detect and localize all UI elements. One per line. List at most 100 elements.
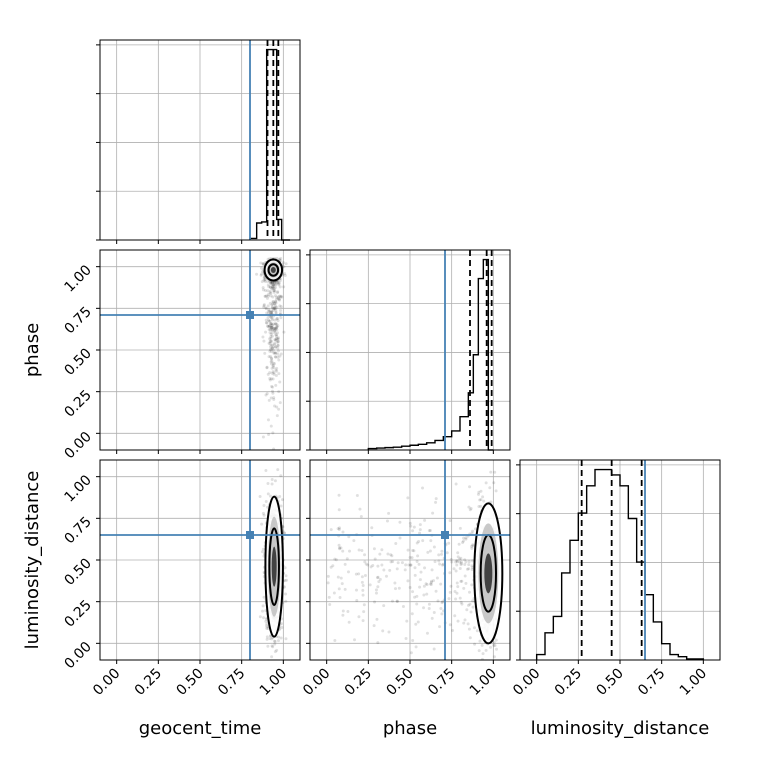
scatter-point bbox=[268, 322, 272, 326]
scatter-point bbox=[275, 414, 279, 418]
scatter-point bbox=[270, 482, 274, 486]
xtick-label: 0.25 bbox=[342, 666, 375, 699]
scatter-point bbox=[362, 610, 366, 614]
scatter-point bbox=[377, 580, 381, 584]
scatter-point bbox=[262, 595, 266, 599]
scatter-point bbox=[272, 307, 276, 311]
density-core bbox=[484, 553, 493, 594]
scatter-point bbox=[482, 499, 486, 503]
scatter-point bbox=[488, 486, 492, 490]
scatter-point bbox=[460, 579, 464, 583]
xtick-label: 0.00 bbox=[510, 666, 543, 699]
scatter-panel-geocent_time-luminosity_distance: 0.00 0.25 0.50 0.75 1.000.000.250.500.751.00 bbox=[61, 459, 301, 699]
scatter-point bbox=[427, 606, 431, 610]
scatter-point bbox=[363, 573, 367, 577]
scatter-point bbox=[269, 343, 273, 347]
scatter-point bbox=[373, 600, 377, 604]
scatter-point bbox=[261, 435, 265, 439]
scatter-point bbox=[413, 566, 417, 570]
scatter-point bbox=[455, 560, 459, 564]
scatter-point bbox=[495, 647, 499, 651]
scatter-point bbox=[408, 585, 412, 589]
scatter-point bbox=[272, 371, 276, 375]
ytick-label: 0.75 bbox=[61, 304, 94, 337]
scatter-point bbox=[273, 479, 277, 483]
scatter-point bbox=[268, 337, 272, 341]
scatter-point bbox=[376, 641, 380, 645]
scatter-point bbox=[340, 582, 344, 586]
scatter-point bbox=[396, 561, 400, 565]
scatter-point bbox=[265, 392, 269, 396]
scatter-point bbox=[276, 281, 280, 285]
scatter-point bbox=[437, 553, 441, 557]
xtick-label: 0.50 bbox=[173, 666, 206, 699]
scatter-point bbox=[276, 337, 280, 341]
scatter-point bbox=[272, 372, 276, 376]
scatter-point bbox=[480, 643, 484, 647]
scatter-point bbox=[274, 282, 278, 286]
scatter-point bbox=[282, 330, 286, 334]
scatter-point bbox=[262, 339, 266, 343]
scatter-point bbox=[447, 597, 451, 601]
scatter-point bbox=[273, 640, 277, 644]
scatter-point bbox=[274, 310, 278, 314]
scatter-point bbox=[279, 504, 283, 508]
scatter-point bbox=[265, 622, 269, 626]
scatter-point bbox=[270, 339, 274, 343]
scatter-point bbox=[274, 351, 278, 355]
scatter-point bbox=[456, 585, 460, 589]
scatter-point bbox=[337, 528, 341, 532]
scatter-point bbox=[279, 305, 283, 309]
scatter-point bbox=[460, 602, 464, 606]
scatter-point bbox=[264, 468, 268, 472]
scatter-point bbox=[278, 298, 282, 302]
scatter-point bbox=[448, 590, 452, 594]
scatter-point bbox=[393, 581, 397, 585]
scatter-point bbox=[494, 638, 498, 642]
scatter-point bbox=[280, 625, 284, 629]
scatter-point bbox=[264, 306, 268, 310]
hist-step bbox=[367, 258, 494, 451]
scatter-point bbox=[272, 290, 276, 294]
scatter-point bbox=[268, 325, 272, 329]
scatter-point bbox=[347, 620, 351, 624]
scatter-point bbox=[492, 481, 496, 485]
scatter-point bbox=[411, 590, 415, 594]
scatter-point bbox=[279, 352, 283, 356]
scatter-point bbox=[411, 529, 415, 533]
scatter-point bbox=[270, 371, 274, 375]
scatter-point bbox=[275, 648, 279, 652]
scatter-point bbox=[275, 317, 279, 321]
scatter-point bbox=[337, 508, 341, 512]
scatter-point bbox=[275, 366, 279, 370]
scatter-point bbox=[274, 299, 278, 303]
scatter-point bbox=[455, 581, 459, 585]
scatter-point bbox=[266, 372, 270, 376]
scatter-point bbox=[270, 346, 274, 350]
scatter-point bbox=[261, 270, 265, 274]
scatter-point bbox=[278, 257, 282, 261]
scatter-point bbox=[267, 309, 271, 313]
scatter-point bbox=[372, 624, 376, 628]
scatter-point bbox=[269, 424, 273, 428]
scatter-point bbox=[394, 541, 398, 545]
scatter-point bbox=[462, 586, 466, 590]
scatter-point bbox=[462, 536, 466, 540]
scatter-point bbox=[333, 557, 337, 561]
scatter-point bbox=[397, 586, 401, 590]
scatter-point bbox=[432, 545, 436, 549]
scatter-point bbox=[262, 513, 266, 517]
scatter-point bbox=[272, 300, 276, 304]
scatter-point bbox=[270, 477, 274, 481]
xtick-label: 0.50 bbox=[593, 666, 626, 699]
scatter-point bbox=[266, 492, 270, 496]
scatter-point bbox=[274, 322, 278, 326]
scatter-point bbox=[270, 323, 274, 327]
scatter-point bbox=[273, 355, 277, 359]
scatter-point bbox=[271, 363, 275, 367]
scatter-point bbox=[472, 626, 476, 630]
scatter-point bbox=[413, 573, 417, 577]
hist-panel-phase bbox=[306, 249, 511, 454]
scatter-point bbox=[271, 280, 275, 284]
scatter-point bbox=[354, 588, 358, 592]
